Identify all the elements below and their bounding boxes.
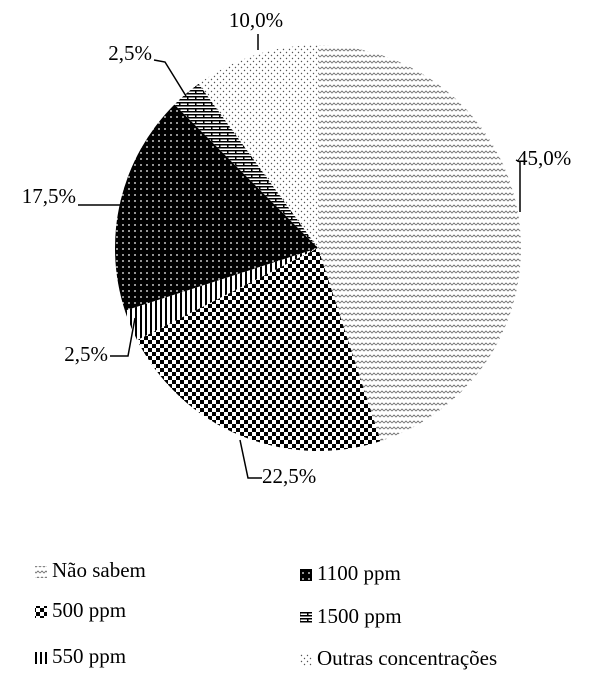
legend-swatch <box>35 566 47 578</box>
data-label: 17,5% <box>22 184 76 208</box>
legend-label: 1100 ppm <box>317 561 401 585</box>
data-label: 10,0% <box>229 8 283 32</box>
data-label: 45,0% <box>517 146 571 170</box>
legend-swatch <box>300 654 312 666</box>
legend-swatch <box>35 606 47 618</box>
slice <box>137 248 381 451</box>
slice <box>124 248 319 341</box>
legend-swatch <box>300 569 312 581</box>
slice <box>318 45 521 442</box>
data-label: 22,5% <box>262 464 316 488</box>
legend-label: 1500 ppm <box>317 604 402 628</box>
leader-line <box>515 159 521 212</box>
legend-swatch <box>300 612 312 624</box>
labels: 45,0% 22,5% 2,5% 17,5% 2,5% 10,0% <box>22 8 572 488</box>
legend: Não sabem 500 ppm 550 ppm 1100 ppm 1500 ppm O… <box>35 558 497 670</box>
legend-label: Outras concentrações <box>317 646 497 670</box>
data-label: 2,5% <box>64 342 108 366</box>
slice <box>174 83 318 248</box>
data-label: 2,5% <box>108 41 152 65</box>
legend-label: Não sabem <box>52 558 146 582</box>
legend-label: 500 ppm <box>52 598 126 622</box>
slice <box>115 104 319 311</box>
legend-swatch <box>35 652 47 664</box>
legend-label: 550 ppm <box>52 644 126 668</box>
slice <box>198 45 318 248</box>
pie <box>115 45 521 451</box>
leader-line <box>239 439 262 479</box>
leader-line <box>110 317 136 357</box>
leader-line <box>153 59 187 97</box>
